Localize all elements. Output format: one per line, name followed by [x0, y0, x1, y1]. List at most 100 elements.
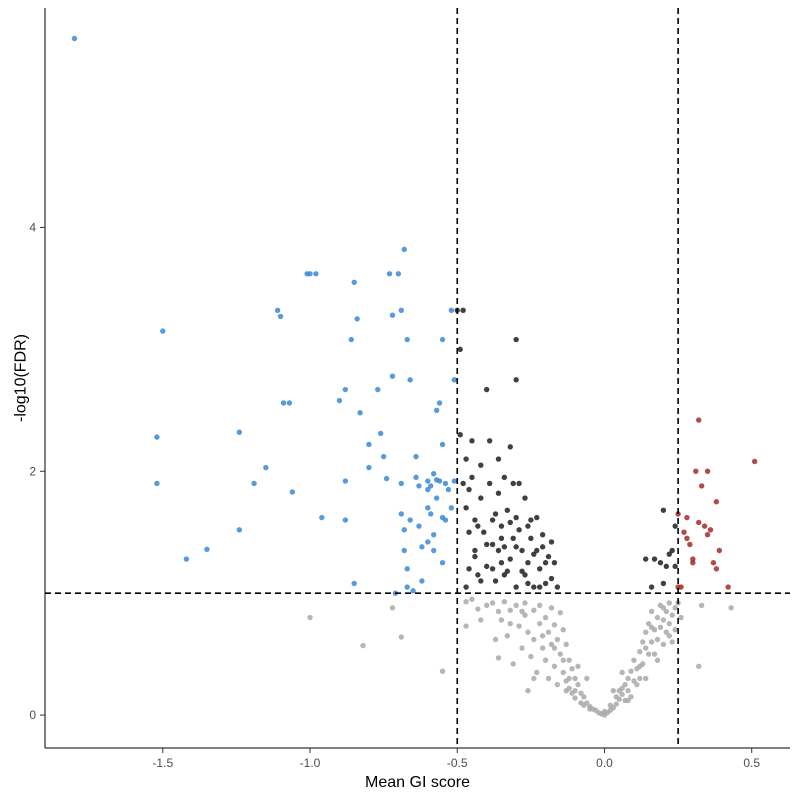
point-negative — [263, 464, 269, 471]
point-significant — [542, 580, 549, 587]
point-not_significant — [628, 668, 634, 674]
point-not_significant — [572, 675, 578, 682]
x-tick-label: 0.5 — [743, 756, 760, 770]
point-positive — [725, 584, 731, 590]
threshold-lines — [45, 8, 790, 748]
point-significant — [457, 431, 463, 438]
point-significant — [672, 563, 678, 570]
point-not_significant — [581, 694, 587, 700]
point-significant — [666, 551, 672, 557]
point-significant — [643, 556, 649, 562]
x-tick-label: -1.5 — [152, 756, 173, 770]
point-not_significant — [498, 617, 505, 623]
point-significant — [522, 572, 528, 578]
point-not_significant — [525, 629, 531, 635]
point-significant — [516, 527, 522, 533]
point-not_significant — [542, 657, 549, 663]
point-not_significant — [525, 688, 531, 694]
point-not_significant — [537, 602, 543, 609]
point-not_significant — [548, 641, 555, 648]
point-not_significant — [663, 629, 670, 635]
point-significant — [495, 490, 502, 496]
point-positive — [684, 514, 690, 521]
point-negative — [377, 430, 384, 437]
point-significant — [534, 514, 540, 521]
point-not_significant — [545, 629, 552, 635]
point-significant — [495, 547, 502, 554]
point-negative — [401, 527, 407, 533]
point-significant — [478, 578, 484, 584]
point-negative — [354, 316, 360, 322]
point-significant — [486, 480, 493, 487]
point-negative — [404, 584, 410, 590]
point-significant — [534, 547, 540, 554]
point-negative — [342, 517, 349, 523]
point-not_significant — [551, 663, 558, 670]
point-significant — [531, 584, 537, 590]
point-significant — [519, 547, 525, 554]
point-not_significant — [566, 685, 572, 691]
point-not_significant — [501, 599, 508, 605]
point-not_significant — [643, 675, 649, 682]
point-positive — [701, 523, 708, 529]
point-significant — [513, 544, 519, 550]
point-positive — [693, 468, 699, 474]
series-positive — [675, 417, 758, 590]
point-negative — [401, 246, 407, 253]
point-significant — [545, 553, 552, 560]
point-significant — [492, 511, 499, 517]
point-significant — [513, 584, 519, 590]
point-not_significant — [669, 612, 675, 618]
point-significant — [466, 486, 472, 493]
point-significant — [519, 568, 525, 574]
point-not_significant — [489, 600, 496, 606]
point-negative — [236, 527, 243, 533]
point-not_significant — [560, 669, 566, 676]
point-negative — [430, 547, 437, 554]
point-not_significant — [492, 636, 499, 643]
point-significant — [460, 480, 466, 487]
point-negative — [425, 539, 431, 545]
point-negative — [430, 531, 437, 538]
point-not_significant — [648, 639, 655, 645]
point-positive — [751, 458, 758, 465]
point-not_significant — [619, 685, 625, 691]
point-negative — [407, 517, 413, 523]
point-significant — [548, 539, 555, 545]
point-significant — [551, 559, 558, 566]
point-significant — [460, 307, 466, 314]
point-not_significant — [528, 653, 534, 660]
point-not_significant — [360, 642, 366, 649]
point-negative — [183, 556, 190, 562]
point-not_significant — [610, 688, 617, 694]
point-negative — [398, 307, 405, 314]
point-not_significant — [666, 600, 672, 606]
point-not_significant — [575, 681, 581, 688]
point-negative — [342, 478, 349, 484]
point-not_significant — [572, 695, 578, 701]
series-not_significant — [307, 596, 734, 718]
point-not_significant — [548, 605, 555, 611]
point-negative — [366, 464, 372, 471]
point-not_significant — [534, 669, 540, 676]
point-negative — [351, 580, 357, 587]
point-not_significant — [660, 641, 667, 648]
point-negative — [348, 336, 354, 343]
point-not_significant — [631, 678, 637, 684]
point-significant — [472, 517, 478, 523]
point-significant — [501, 572, 508, 578]
point-not_significant — [607, 702, 614, 709]
point-significant — [513, 514, 519, 521]
point-positive — [713, 566, 720, 572]
point-negative — [439, 336, 446, 343]
point-not_significant — [531, 675, 537, 682]
point-not_significant — [625, 675, 631, 682]
point-not_significant — [643, 629, 649, 635]
point-negative — [430, 471, 437, 477]
point-not_significant — [631, 657, 637, 663]
point-significant — [483, 563, 490, 570]
point-not_significant — [519, 608, 525, 615]
point-not_significant — [531, 636, 537, 643]
x-tick-label: -0.5 — [447, 756, 468, 770]
